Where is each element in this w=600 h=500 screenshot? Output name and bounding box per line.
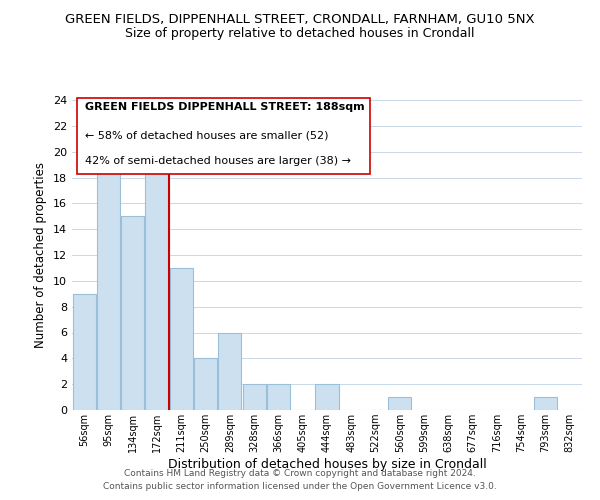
- Bar: [267, 384, 290, 410]
- Bar: [97, 164, 120, 410]
- Bar: [145, 164, 169, 410]
- Y-axis label: Number of detached properties: Number of detached properties: [34, 162, 47, 348]
- Bar: [534, 397, 557, 410]
- Text: ← 58% of detached houses are smaller (52): ← 58% of detached houses are smaller (52…: [85, 130, 328, 140]
- Bar: [218, 332, 241, 410]
- Text: Size of property relative to detached houses in Crondall: Size of property relative to detached ho…: [125, 28, 475, 40]
- Bar: [316, 384, 338, 410]
- Text: GREEN FIELDS, DIPPENHALL STREET, CRONDALL, FARNHAM, GU10 5NX: GREEN FIELDS, DIPPENHALL STREET, CRONDAL…: [65, 12, 535, 26]
- Bar: [194, 358, 217, 410]
- Bar: [242, 384, 266, 410]
- Bar: [73, 294, 95, 410]
- Text: Contains public sector information licensed under the Open Government Licence v3: Contains public sector information licen…: [103, 482, 497, 491]
- X-axis label: Distribution of detached houses by size in Crondall: Distribution of detached houses by size …: [167, 458, 487, 471]
- Bar: [388, 397, 412, 410]
- Text: Contains HM Land Registry data © Crown copyright and database right 2024.: Contains HM Land Registry data © Crown c…: [124, 468, 476, 477]
- Bar: [170, 268, 193, 410]
- Bar: [121, 216, 144, 410]
- Text: GREEN FIELDS DIPPENHALL STREET: 188sqm: GREEN FIELDS DIPPENHALL STREET: 188sqm: [85, 102, 364, 112]
- Text: 42% of semi-detached houses are larger (38) →: 42% of semi-detached houses are larger (…: [85, 156, 351, 166]
- FancyBboxPatch shape: [77, 98, 370, 174]
